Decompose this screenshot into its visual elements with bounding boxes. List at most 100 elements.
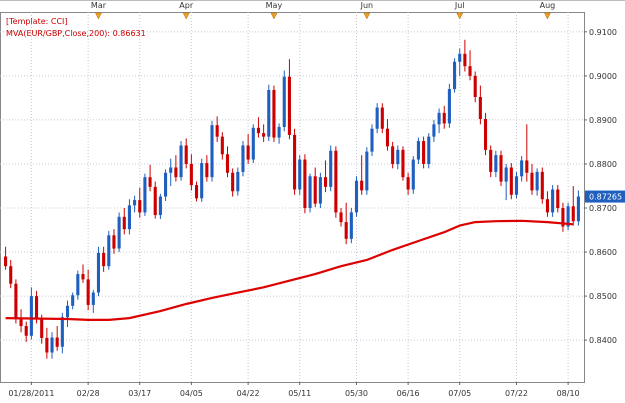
candle-up	[396, 149, 400, 164]
candle-down	[561, 208, 565, 227]
legend-layer: [Template: CCI] MVA(EUR/GBP,Close,200): …	[6, 17, 146, 38]
candle-up	[50, 337, 54, 353]
month-label: Mar	[91, 1, 107, 10]
grid-layer	[0, 0, 625, 383]
candle-up	[375, 107, 379, 129]
x-tick-label: 02/28	[77, 389, 100, 398]
candle-up	[117, 216, 121, 249]
candle-down	[262, 133, 266, 137]
y-tick-label: 0.8600	[589, 248, 617, 257]
y-tick-label: 0.9000	[589, 72, 617, 81]
candle-down	[287, 76, 291, 135]
candle-down	[205, 163, 209, 178]
candle-down	[34, 296, 39, 320]
candle-up	[520, 160, 524, 177]
candle-down	[360, 180, 364, 191]
candle-up	[29, 296, 33, 336]
mva-line	[5, 219, 574, 321]
month-marker-icon	[456, 12, 464, 20]
candle-down	[540, 171, 544, 200]
x-tick-label: 03/17	[128, 389, 151, 398]
candle-down	[225, 154, 230, 173]
candle-down	[4, 256, 8, 267]
candle-up	[282, 76, 286, 127]
x-tick-label: 08/10	[557, 389, 580, 398]
candle-down	[509, 167, 513, 195]
candle-up	[504, 167, 508, 182]
candle-down	[256, 127, 261, 134]
candle-down	[344, 222, 348, 239]
candle-up	[60, 317, 64, 347]
candle-down	[246, 145, 250, 160]
candle-down	[153, 186, 157, 216]
candle-up	[210, 125, 214, 178]
candle-down	[489, 149, 493, 172]
candle-up	[365, 151, 369, 191]
month-marker-icon	[544, 12, 551, 20]
candle-up	[164, 172, 168, 197]
x-tick-label: 05/30	[345, 389, 368, 398]
legend-mva: MVA(EUR/GBP,Close,200): 0.86631	[6, 29, 146, 38]
candle-down	[19, 318, 23, 327]
candle-up	[251, 127, 255, 160]
price-tag: 0.87265	[585, 190, 625, 203]
candle-down	[303, 159, 307, 209]
month-label: Jul	[454, 1, 465, 10]
candle-down	[231, 172, 235, 192]
candle-down	[9, 266, 13, 284]
candle-up	[354, 180, 359, 213]
candle-up	[514, 176, 519, 195]
candle-up	[169, 167, 173, 173]
candle-down	[530, 172, 534, 191]
candle-down	[401, 149, 405, 178]
x-tick-label: 06/16	[397, 389, 420, 398]
candle-down	[406, 177, 410, 190]
candle-down	[122, 216, 126, 230]
month-marker-icon	[182, 12, 190, 20]
month-label: Jun	[360, 1, 374, 10]
x-tick-label: 07/22	[505, 389, 528, 398]
candle-up	[143, 177, 147, 213]
candle-down	[40, 319, 44, 338]
candle-down	[468, 66, 472, 76]
candle-up	[133, 200, 137, 206]
legend-template: [Template: CCI]	[6, 17, 68, 26]
y-tick-label: 0.8800	[589, 160, 617, 169]
candle-up	[427, 136, 431, 164]
candle-up	[535, 171, 539, 191]
candle-up	[96, 252, 101, 293]
candle-down	[184, 145, 188, 164]
candle-up	[277, 126, 281, 138]
candle-up	[432, 124, 436, 137]
candle-down	[545, 199, 550, 213]
candle-up	[107, 235, 111, 267]
candle-down	[102, 252, 106, 267]
candle-up	[349, 212, 353, 239]
candle-down	[215, 125, 219, 137]
candle-down	[525, 160, 529, 173]
candle-down	[55, 337, 59, 347]
candle-up	[298, 159, 302, 190]
candle-up	[236, 171, 240, 192]
y-tick-label: 0.8700	[589, 204, 617, 213]
candle-up	[453, 61, 457, 90]
candle-down	[24, 326, 28, 336]
candle-up	[76, 274, 80, 296]
candle-up	[329, 150, 333, 187]
y-tick-label: 0.8500	[589, 292, 617, 301]
candle-up	[566, 206, 570, 227]
candle-up	[447, 89, 451, 124]
candle-down	[14, 283, 18, 319]
axis-layer: 0.9100 0.9000 0.8900 0.8800 0.8700 0.8600 0.85…	[8, 1, 617, 398]
candle-up	[458, 53, 462, 62]
candle-up	[65, 305, 70, 318]
candle-down	[478, 97, 482, 120]
candle-up	[576, 196, 580, 222]
x-tick-label: 04/22	[237, 389, 260, 398]
candle-down	[422, 141, 426, 164]
y-tick-label: 0.9100	[589, 28, 617, 37]
candle-up	[200, 163, 204, 199]
candle-up	[370, 128, 374, 152]
candle-down	[339, 212, 343, 223]
candle-up	[318, 177, 322, 204]
